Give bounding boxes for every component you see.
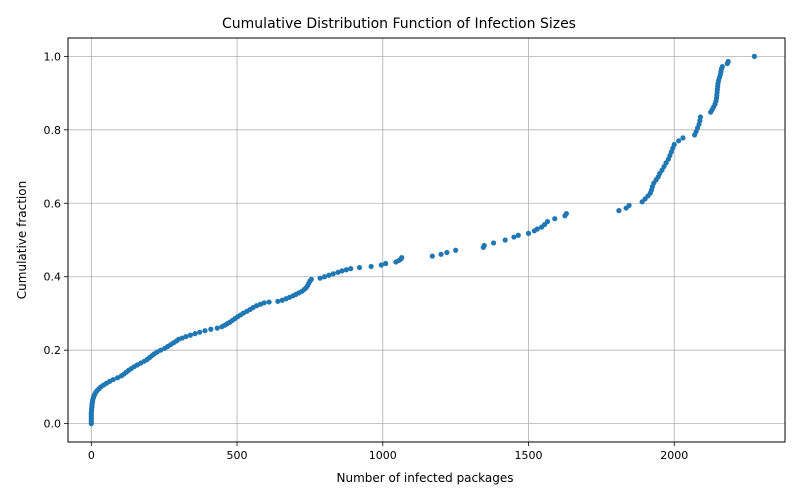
x-axis-ticks: 0 500 1000 1500 2000: [88, 442, 688, 462]
data-point: [378, 262, 384, 268]
data-point: [343, 267, 349, 273]
data-point: [335, 269, 341, 275]
y-tick-label: 0.6: [44, 197, 62, 210]
data-point: [626, 202, 632, 209]
data-point: [481, 242, 487, 249]
data-point: [444, 249, 450, 256]
plot-frame: [67, 37, 786, 443]
data-point: [616, 208, 622, 214]
data-point: [183, 333, 189, 340]
data-point: [676, 138, 682, 144]
data-point: [321, 274, 328, 280]
y-tick-label: 0.4: [44, 271, 62, 284]
data-point: [697, 114, 704, 120]
data-point: [368, 263, 374, 270]
data-point: [552, 216, 558, 222]
y-tick-label: 0.0: [44, 418, 62, 431]
data-point: [317, 275, 323, 281]
data-point: [208, 326, 214, 332]
data-point: [534, 226, 540, 232]
chart-title: Cumulative Distribution Function of Infe…: [222, 16, 576, 32]
x-tick-label: 500: [227, 449, 248, 462]
data-point: [275, 298, 281, 304]
data-point: [438, 251, 444, 257]
x-tick-label: 1500: [515, 449, 543, 462]
data-point: [511, 234, 517, 240]
data-point: [187, 332, 194, 338]
data-point: [502, 237, 508, 243]
data-point: [330, 271, 336, 277]
y-tick-label: 1.0: [44, 50, 62, 63]
data-point: [453, 247, 459, 253]
data-point: [308, 276, 314, 282]
data-point: [214, 325, 220, 331]
data-point: [266, 299, 272, 305]
data-point: [110, 376, 116, 383]
x-tick-label: 0: [88, 449, 95, 462]
x-axis-label: Number of infected packages: [337, 471, 514, 485]
data-points: [88, 53, 757, 427]
data-point: [348, 266, 354, 272]
data-point: [326, 272, 332, 278]
data-point: [158, 347, 164, 353]
data-point: [197, 329, 203, 335]
data-point: [429, 253, 435, 259]
data-point: [563, 210, 570, 217]
data-point: [490, 240, 497, 246]
data-point: [339, 268, 345, 274]
data-point: [383, 260, 389, 267]
y-axis-label: Cumulative fraction: [15, 181, 29, 299]
data-point: [202, 328, 208, 334]
x-tick-label: 2000: [660, 449, 688, 462]
data-point: [680, 135, 686, 141]
y-tick-label: 0.8: [44, 124, 62, 137]
data-point: [261, 300, 267, 306]
data-point: [399, 255, 405, 261]
data-point: [356, 264, 363, 271]
data-point: [725, 58, 731, 65]
data-point: [192, 331, 198, 337]
data-point: [515, 232, 521, 238]
data-point: [544, 219, 551, 225]
data-point: [751, 53, 757, 59]
grid-lines: [68, 38, 785, 442]
data-point: [719, 64, 725, 70]
y-tick-label: 0.2: [44, 344, 62, 357]
y-axis-ticks: 0.0 0.2 0.4 0.6 0.8 1.0: [44, 50, 68, 431]
data-point: [671, 141, 677, 148]
data-point: [525, 230, 532, 236]
x-tick-label: 1000: [369, 449, 397, 462]
